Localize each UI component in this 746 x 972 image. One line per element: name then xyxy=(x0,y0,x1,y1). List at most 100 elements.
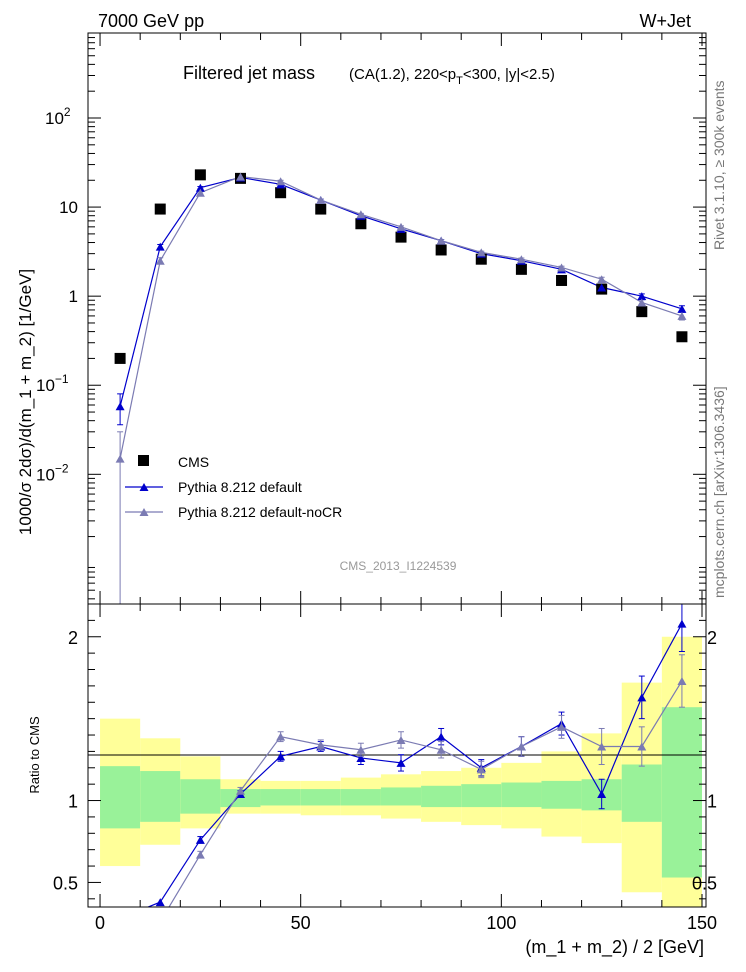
cms-data-point xyxy=(355,218,367,230)
ratio-nocr-point xyxy=(356,745,366,754)
cms-data-point xyxy=(556,274,568,286)
ratio-nocr-point xyxy=(637,742,647,751)
pythia-nocr-point xyxy=(195,188,205,197)
ratio-marks xyxy=(146,604,687,907)
cms-data-point xyxy=(676,331,688,343)
ratio-y-tick-label-right: 2 xyxy=(707,628,717,648)
ratio-y-tick-label-left: 1 xyxy=(68,792,78,812)
ratio-nocr-point xyxy=(436,745,446,754)
uncertainty-band-inner xyxy=(220,789,261,808)
ratio-frame xyxy=(87,603,707,908)
main-y-tick-exponent: 2 xyxy=(64,105,71,119)
legend-marker-cms xyxy=(138,455,149,466)
ratio-y-tick-label-right: 0.5 xyxy=(692,873,717,893)
legend-marker-default xyxy=(139,483,149,491)
uncertainty-band-inner xyxy=(461,784,502,808)
ratio-y-tick-label-left: 0.5 xyxy=(53,873,78,893)
pythia-default-point xyxy=(637,292,647,301)
uncertainty-band-inner xyxy=(100,766,141,829)
uncertainty-band-inner xyxy=(421,785,462,808)
ratio-default-point xyxy=(637,693,647,702)
cms-data-point xyxy=(315,203,327,215)
pythia-nocr-point xyxy=(276,177,286,186)
uncertainty-band-inner xyxy=(541,780,582,809)
pythia-nocr-point xyxy=(557,263,567,272)
cms-data-point xyxy=(636,306,648,318)
analysis-watermark: CMS_2013_I1224539 xyxy=(340,559,457,573)
legend-label-nocr: Pythia 8.212 default-noCR xyxy=(178,504,342,520)
uncertainty-band-inner xyxy=(300,789,341,806)
subtitle-subscript: T xyxy=(456,75,463,87)
pythia-default-point xyxy=(155,242,165,251)
pythia-default-point xyxy=(677,304,687,313)
x-axis-title: (m_1 + m_2) / 2 [GeV] xyxy=(525,937,704,958)
ratio-nocr-point xyxy=(316,740,326,749)
pythia-nocr-point xyxy=(356,210,366,219)
side-label-mcplots: mcplots.cern.ch [arXiv:1306.3436] xyxy=(711,386,727,598)
cms-data-point xyxy=(515,263,527,275)
ratio-default-point xyxy=(276,752,286,761)
main-y-tick-base: 10 xyxy=(36,465,55,484)
legend-marker-nocr xyxy=(139,508,149,516)
ratio-default-point xyxy=(195,835,205,844)
uncertainty-band-inner xyxy=(260,789,301,806)
ratio-default-point xyxy=(436,732,446,741)
x-tick-label: 150 xyxy=(687,913,717,933)
ratio-nocr-point xyxy=(276,732,286,741)
cms-data-point xyxy=(194,169,206,181)
cms-data-point xyxy=(475,253,487,265)
ratio-nocr-point xyxy=(557,722,567,731)
pythia-nocr-point xyxy=(115,454,125,463)
uncertainty-band-inner xyxy=(661,707,702,878)
subtitle-suffix: <300, |y|<2.5) xyxy=(463,66,555,83)
ratio-axes: 0.5 0.5 1 1 2 2 0 50 100 150 xyxy=(53,603,717,933)
uncertainty-band-inner xyxy=(180,779,221,814)
pythia-default-point xyxy=(597,283,607,292)
cms-data-point xyxy=(114,352,126,364)
ratio-default-point xyxy=(677,619,687,628)
pythia-nocr-point xyxy=(637,298,647,307)
x-tick-label: 100 xyxy=(486,913,516,933)
pythia-default-point xyxy=(195,183,205,192)
cms-data-point xyxy=(275,187,287,199)
main-y-tick-label: 10−2 xyxy=(36,461,69,484)
ratio-nocr-point xyxy=(476,765,486,774)
pythia-nocr-point xyxy=(436,236,446,245)
ratio-nocr-point xyxy=(195,850,205,859)
legend-label-default: Pythia 8.212 default xyxy=(178,479,302,495)
pythia-default-point xyxy=(115,402,125,411)
pythia-nocr-point xyxy=(516,255,526,264)
x-tick-label: 0 xyxy=(95,913,105,933)
main-series-line xyxy=(119,175,683,459)
pythia-nocr-point xyxy=(396,222,406,231)
header-energy: 7000 GeV pp xyxy=(98,11,204,31)
uncertainty-band-inner xyxy=(140,771,181,822)
main-y-tick-base: 10 xyxy=(45,109,64,128)
main-y-tick-label: 10 xyxy=(59,198,78,217)
main-y-tick-label: 10−1 xyxy=(36,372,69,395)
main-y-tick-base: 10 xyxy=(36,376,55,395)
legend-label-cms: CMS xyxy=(178,454,209,470)
uncertainty-band-inner xyxy=(380,787,422,806)
ratio-nocr-point xyxy=(597,742,607,751)
ratio-bands xyxy=(100,636,702,907)
ratio-nocr-point xyxy=(677,676,687,685)
plot-subtitle: (CA(1.2), 220<pT<300, |y|<2.5) xyxy=(349,66,555,87)
main-y-axis-title: 1000/σ 2dσ)/d(m_1 + m_2) [1/GeV] xyxy=(16,269,35,535)
header-process: W+Jet xyxy=(639,11,691,31)
ratio-default-point xyxy=(396,758,406,767)
ratio-y-axis-title: Ratio to CMS xyxy=(27,716,42,794)
main-marks xyxy=(114,169,688,604)
main-y-tick-label: 102 xyxy=(45,105,71,128)
cms-data-point xyxy=(395,231,407,243)
uncertainty-band-inner xyxy=(621,764,662,822)
ratio-nocr-point xyxy=(516,742,526,751)
subtitle-prefix: (CA(1.2), 220<p xyxy=(349,66,456,83)
main-y-tick-exponent: −1 xyxy=(55,372,69,386)
pythia-nocr-point xyxy=(235,172,245,181)
main-y-tick-exponent: −2 xyxy=(55,461,69,475)
ratio-default-point xyxy=(155,898,165,907)
